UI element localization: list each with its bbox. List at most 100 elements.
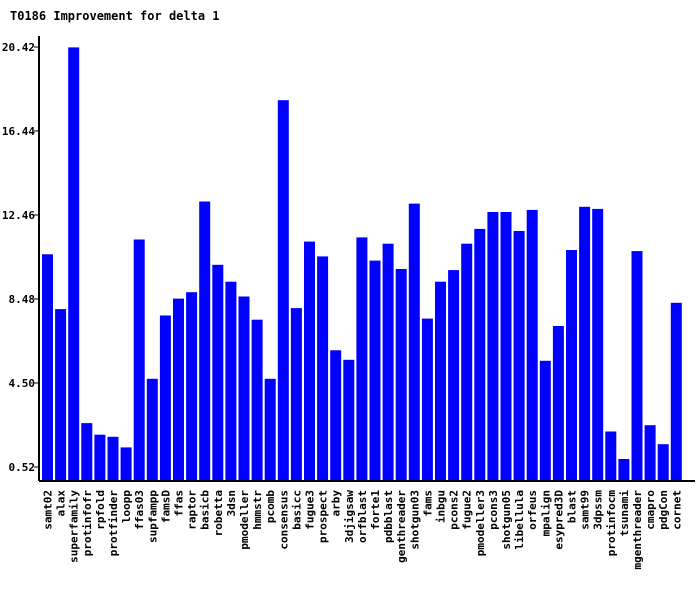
x-tick-label: pmodeller3	[474, 490, 487, 556]
bar	[435, 281, 446, 481]
chart-title: T0186 Improvement for delta 1	[10, 9, 220, 23]
bar	[120, 447, 132, 481]
x-tick-label: protfinder	[107, 490, 120, 557]
x-tick-label: ffas	[173, 490, 186, 517]
y-tick-label: 20.42	[2, 41, 35, 54]
bar	[552, 326, 564, 481]
x-tick-label: ffas03	[133, 490, 146, 530]
bar	[68, 47, 80, 482]
bar	[657, 444, 669, 481]
y-tick-label: 8.48	[9, 293, 36, 306]
x-tick-label: loopp	[120, 490, 133, 523]
x-tick-label: forte1	[369, 490, 382, 530]
x-tick-label: orfeus	[526, 490, 539, 530]
x-tick-label: libellula	[513, 490, 526, 550]
bars-group	[42, 47, 682, 482]
y-tick-label: 4.50	[9, 377, 36, 390]
bar	[487, 212, 499, 481]
y-tick-label: 16.44	[2, 125, 35, 138]
bar	[212, 264, 224, 481]
x-tick-label: protinfocm	[605, 490, 618, 557]
x-tick-label: pdgCon	[657, 490, 670, 530]
x-tick-label: pdbblast	[382, 490, 395, 543]
x-tick-label: shotgun03	[408, 490, 421, 550]
x-tick-label: esypred3D	[552, 490, 565, 550]
x-tick-label: 3dsn	[225, 490, 238, 517]
x-tick-label: arby	[330, 490, 343, 517]
x-axis-labels: samt02 alax superfamily protinfofr rpfold pro…	[42, 490, 684, 570]
x-tick-label: robetta	[212, 490, 225, 536]
y-tick-label: 12.46	[2, 209, 35, 222]
bar	[55, 309, 67, 481]
x-tick-label: shotgun05	[500, 490, 513, 550]
x-tick-label: tsunami	[618, 490, 631, 537]
bar	[500, 212, 512, 481]
bar	[330, 350, 342, 481]
x-tick-label: pcons3	[487, 490, 500, 530]
bar	[317, 256, 329, 481]
x-tick-label: blast	[566, 490, 579, 523]
bar	[513, 231, 525, 481]
bar	[199, 201, 211, 481]
bar	[343, 359, 355, 481]
x-tick-label: famsD	[159, 490, 172, 523]
y-tick-label: 0.52	[9, 461, 36, 474]
x-tick-label: 3dpssm	[592, 490, 605, 530]
x-tick-label: 3djigsaw	[343, 490, 356, 543]
bar	[369, 260, 381, 481]
bar	[579, 206, 591, 482]
bar	[474, 228, 486, 481]
x-tick-label: protinfofr	[81, 490, 94, 557]
bar	[592, 208, 604, 481]
bar	[186, 292, 198, 481]
bar	[644, 425, 656, 481]
bar	[159, 315, 171, 481]
x-tick-label: raptor	[186, 490, 199, 530]
x-tick-label: basicb	[199, 490, 212, 530]
x-tick-label: superfamily	[68, 490, 81, 563]
bar	[251, 319, 263, 481]
x-tick-label: pcons2	[448, 490, 461, 530]
x-tick-label: alax	[55, 490, 68, 517]
x-tick-label: orfblast	[356, 490, 369, 543]
x-tick-label: rpfold	[94, 490, 107, 530]
x-tick-label: fugue2	[461, 490, 474, 530]
bar	[526, 209, 538, 481]
bar	[225, 281, 237, 481]
bar	[566, 250, 577, 481]
x-tick-label: basicc	[290, 490, 303, 530]
bar	[448, 270, 460, 481]
bar	[94, 434, 106, 481]
x-tick-label: cmapro	[644, 490, 657, 530]
bar	[81, 423, 93, 481]
bar	[421, 318, 433, 481]
bar	[42, 254, 53, 481]
bar	[618, 459, 630, 481]
x-tick-label: prospect	[317, 490, 330, 543]
bar	[304, 241, 315, 481]
x-tick-label: fams	[421, 490, 434, 517]
bar	[382, 243, 394, 481]
x-tick-label: fugue3	[304, 490, 317, 530]
x-tick-label: hmmstr	[251, 490, 264, 530]
bar	[631, 251, 643, 481]
x-tick-label: pcomb	[264, 490, 277, 523]
x-tick-label: cornet	[670, 490, 683, 530]
x-tick-label: samt99	[579, 490, 592, 530]
x-tick-label: samt02	[42, 490, 55, 530]
bar	[107, 436, 119, 481]
x-tick-label: inbgu	[435, 490, 448, 523]
bar	[277, 100, 289, 481]
x-tick-label: pmodeller	[238, 490, 251, 550]
bar	[395, 269, 407, 481]
x-tick-label: supfampp	[146, 490, 159, 543]
x-tick-label: mpalign	[539, 490, 552, 536]
bar	[173, 298, 184, 481]
bar	[264, 378, 276, 481]
bar	[290, 308, 302, 481]
x-tick-label: mgenthreader	[631, 490, 644, 570]
bar	[461, 243, 473, 481]
bar	[408, 203, 420, 481]
bar	[539, 360, 551, 481]
